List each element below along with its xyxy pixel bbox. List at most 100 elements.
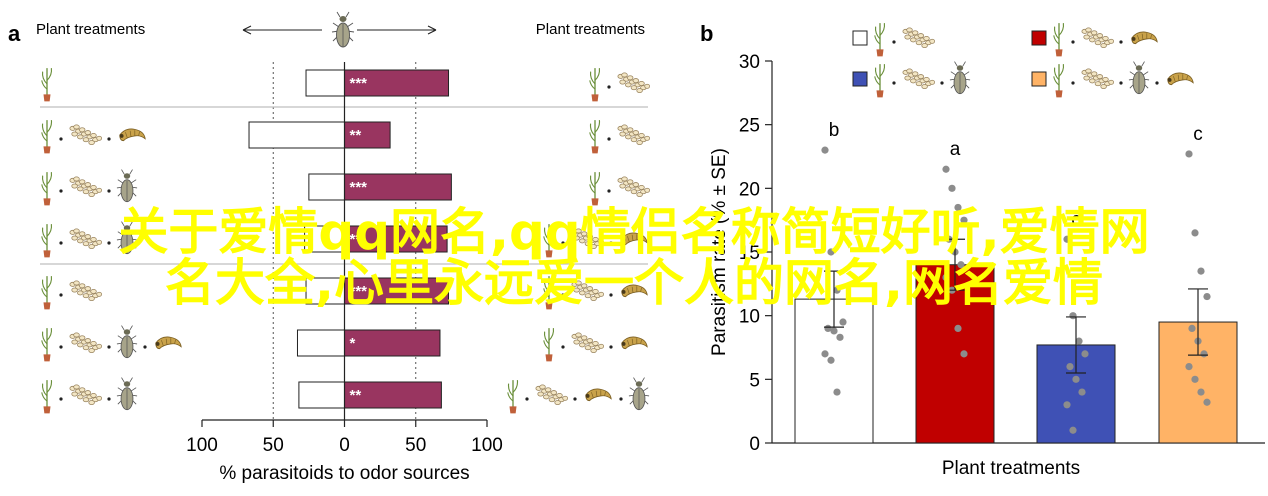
legend-plant-icon	[1053, 63, 1065, 99]
data-point	[1075, 337, 1083, 345]
y-axis-title: Parasitism rate (% ± SE)	[709, 148, 730, 356]
row-right-separator-dot	[609, 241, 613, 245]
row-right-separator-dot	[561, 345, 565, 349]
legend-swatch	[852, 30, 868, 46]
significance-label: **	[350, 231, 362, 248]
data-point	[827, 356, 835, 364]
row-right-adult-icon	[628, 377, 650, 411]
row-left-eggs-icon	[69, 332, 102, 354]
legend-separator-dot	[1071, 81, 1075, 85]
data-point	[1072, 375, 1080, 383]
data-point	[1066, 363, 1074, 371]
left-bar	[308, 173, 345, 201]
row-left-plant-icon	[41, 327, 53, 363]
row-left-separator-dot	[107, 345, 111, 349]
row-right-separator-dot	[561, 241, 565, 245]
x-tick-label: 50	[263, 435, 284, 456]
significance-label: ***	[350, 179, 368, 196]
right-bar	[344, 329, 441, 357]
row-left-separator-dot	[59, 137, 63, 141]
legend-separator-dot	[1155, 81, 1159, 85]
significance-label: *	[350, 335, 356, 352]
x-tick-label: 0	[339, 435, 350, 456]
row-left-separator-dot	[59, 345, 63, 349]
row-right-eggs-icon	[535, 384, 568, 406]
row-left-eggs-icon	[69, 124, 102, 146]
row-left-separator-dot	[107, 397, 111, 401]
left-bar	[304, 225, 346, 253]
y-tick-label: 15	[739, 243, 760, 264]
row-right-larva-icon	[621, 232, 648, 246]
data-point	[960, 350, 968, 358]
right-bar	[344, 121, 391, 149]
data-point	[954, 203, 962, 212]
data-point	[1078, 388, 1086, 396]
legend-eggs-icon	[902, 27, 935, 49]
left-bar	[248, 121, 345, 149]
x-axis-title: Plant treatments	[942, 458, 1080, 479]
legend-swatch	[852, 71, 868, 87]
legend-plant-icon	[874, 63, 886, 99]
row-left-adult-icon	[116, 377, 138, 411]
row-left-separator-dot	[143, 345, 147, 349]
row-left-plant-icon	[41, 171, 53, 207]
data-point	[833, 388, 841, 396]
row-left-eggs-icon	[69, 384, 102, 406]
data-point	[1197, 388, 1205, 396]
y-tick-label: 0	[749, 434, 760, 455]
legend-eggs-icon	[902, 68, 935, 90]
data-point	[942, 273, 950, 282]
row-right-separator-dot	[607, 189, 611, 193]
row-right-plant-icon	[507, 379, 519, 415]
y-tick-label: 25	[739, 116, 760, 137]
row-right-plant-icon	[543, 223, 555, 259]
significance-letter: c	[1193, 124, 1203, 145]
right-bar	[344, 277, 450, 305]
row-left-larva-icon	[155, 336, 182, 350]
row-left-adult-icon	[116, 325, 138, 359]
row-right-separator-dot	[607, 137, 611, 141]
data-point	[833, 286, 841, 294]
row-left-separator-dot	[107, 241, 111, 245]
legend-separator-dot	[892, 40, 896, 44]
legend-swatch	[1031, 30, 1047, 46]
row-right-larva-icon	[621, 336, 648, 350]
row-right-eggs-icon	[571, 332, 604, 354]
y-tick-label: 30	[739, 52, 760, 73]
legend-larva-icon	[1167, 72, 1194, 86]
data-point	[1063, 401, 1071, 409]
row-left-plant-icon	[41, 379, 53, 415]
row-right-eggs-icon	[617, 124, 650, 146]
row-left-separator-dot	[59, 241, 63, 245]
row-left-separator-dot	[59, 397, 63, 401]
legend-separator-dot	[940, 81, 944, 85]
left-bar	[296, 329, 346, 357]
panel-b-label: b	[700, 21, 713, 46]
data-point	[827, 248, 835, 256]
y-tick-label: 10	[739, 307, 760, 328]
significance-letter: a	[950, 139, 961, 160]
legend-separator-dot	[892, 81, 896, 85]
row-left-plant-icon	[41, 119, 53, 155]
wasp-icon	[331, 11, 355, 48]
y-tick-label: 20	[739, 179, 760, 200]
left-bar	[298, 381, 345, 409]
row-right-larva-icon	[585, 388, 612, 402]
legend-eggs-icon	[1081, 27, 1114, 49]
row-right-plant-icon	[543, 275, 555, 311]
data-point	[948, 184, 956, 192]
legend-separator-dot	[1119, 40, 1123, 44]
left-bar	[305, 277, 345, 305]
significance-label: ***	[350, 75, 368, 92]
data-point	[1063, 235, 1071, 243]
data-point	[1200, 350, 1208, 358]
data-point	[1197, 267, 1205, 275]
legend-eggs-icon	[1081, 68, 1114, 90]
row-right-plant-icon	[589, 171, 601, 207]
row-right-plant-icon	[543, 327, 555, 363]
row-right-eggs-icon	[571, 228, 604, 250]
significance-letter: c	[1071, 209, 1081, 230]
row-left-eggs-icon	[69, 228, 102, 250]
row-right-separator-dot	[561, 293, 565, 297]
